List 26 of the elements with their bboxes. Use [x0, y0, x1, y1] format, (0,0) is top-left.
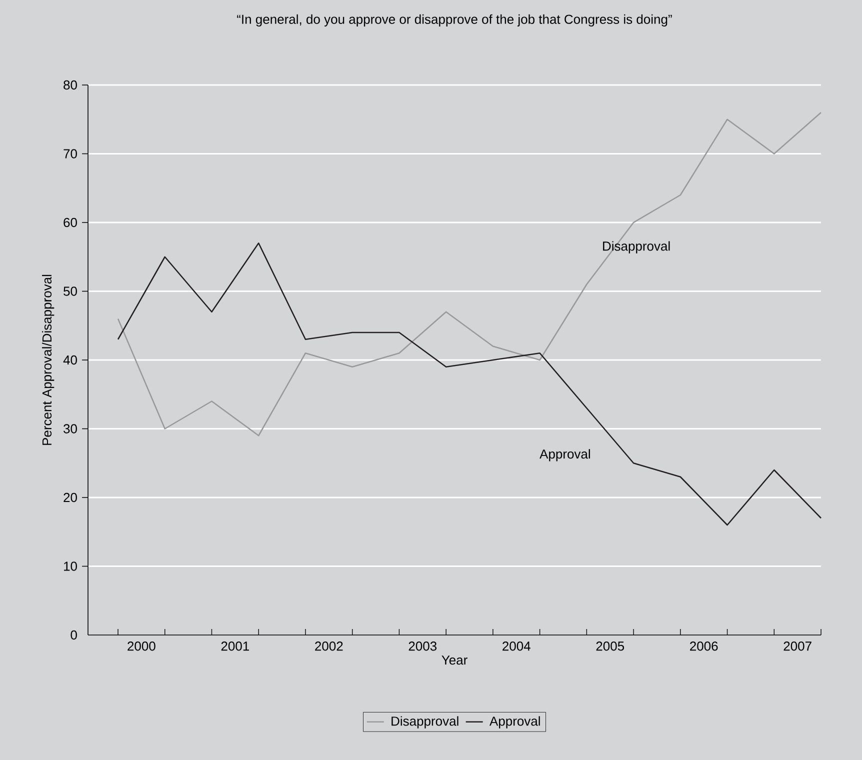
- y-tick-label: 0: [70, 630, 77, 640]
- x-tick-label: 2000: [128, 642, 156, 651]
- x-tick-label: 2005: [596, 642, 624, 651]
- x-tick-label: 2004: [502, 642, 530, 651]
- legend-label: Disapproval: [392, 716, 458, 728]
- y-tick-label: 60: [64, 218, 77, 228]
- x-tick-label: 2002: [315, 642, 343, 651]
- y-tick-label: 50: [64, 286, 77, 296]
- y-tick-label: 70: [64, 149, 77, 158]
- y-tick-label: 30: [64, 424, 77, 434]
- line-series: [117, 112, 822, 436]
- y-axis-title: Percent Approval/Disapproval: [42, 274, 54, 445]
- y-tick-label: 80: [64, 80, 77, 90]
- x-tick-label: 2003: [408, 642, 437, 651]
- y-tick-label: 10: [64, 562, 77, 571]
- x-tick-label: 2001: [221, 642, 249, 651]
- line-series: [117, 242, 822, 526]
- annotation: Approval: [540, 449, 590, 462]
- y-tick-label: 40: [63, 355, 77, 365]
- annotation: Disapproval: [603, 241, 670, 254]
- y-tick-label: 20: [64, 492, 77, 502]
- x-tick-label: 2006: [690, 642, 718, 651]
- x-axis-title: Year: [442, 656, 468, 665]
- x-tick-label: 2007: [784, 642, 812, 651]
- legend-label: Approval: [490, 716, 540, 728]
- chart-title: “In general, do you approve or disapprove of the job that Congress is doing”: [237, 14, 672, 26]
